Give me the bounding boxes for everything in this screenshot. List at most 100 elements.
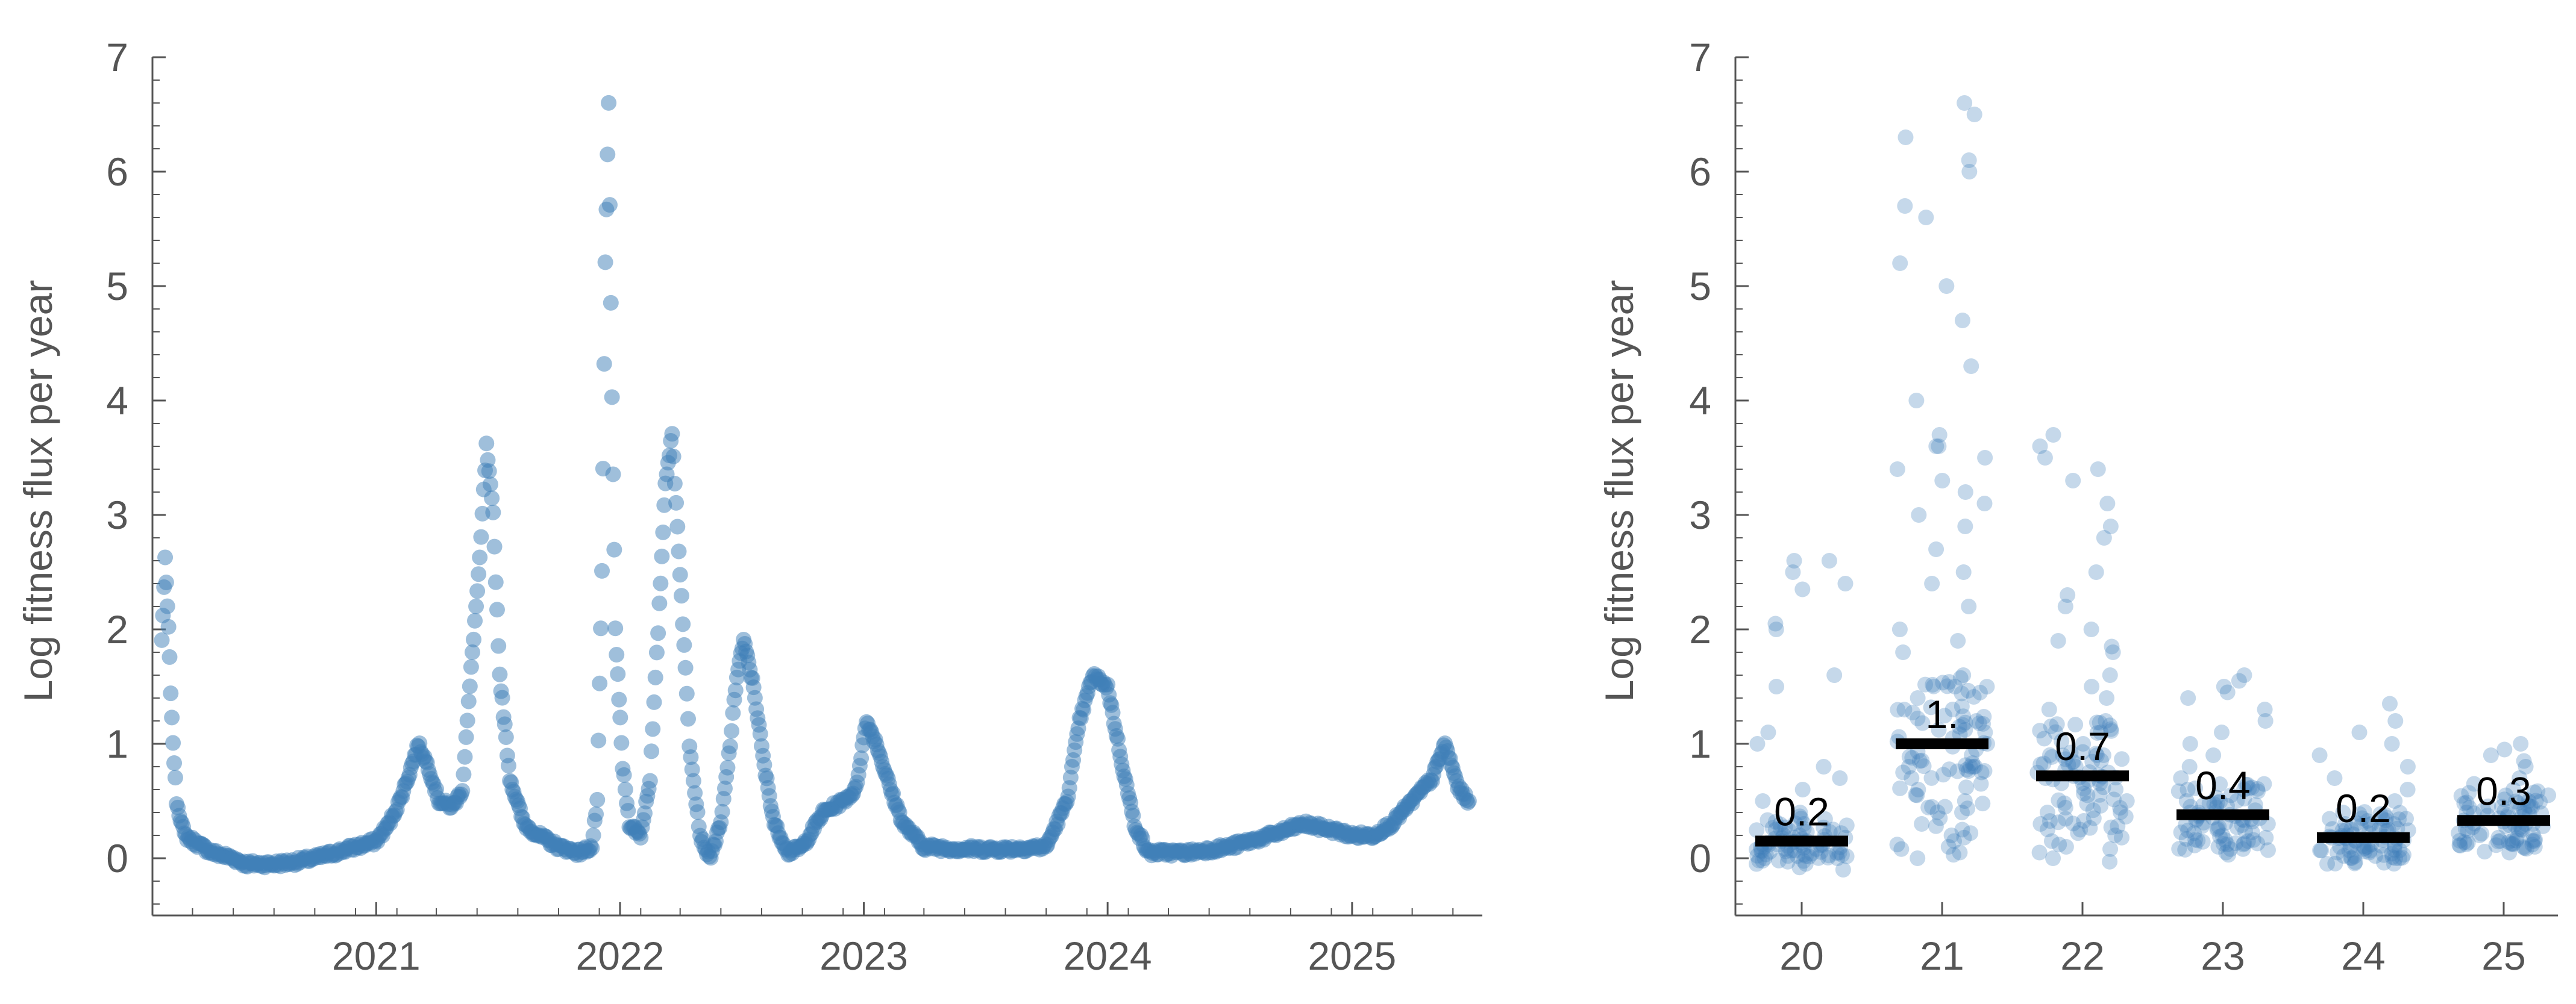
yearly-point — [1762, 844, 1778, 860]
yearly-point — [1963, 358, 1979, 374]
left-y-axis-title: Log fitness flux per year — [16, 280, 60, 702]
yearly-point — [1964, 755, 1981, 772]
time-series-point — [613, 735, 630, 751]
right-y-axis-title: Log fitness flux per year — [1597, 280, 1641, 702]
yearly-point — [1957, 95, 1973, 111]
yearly-point — [2075, 736, 2092, 752]
time-series-point — [725, 705, 741, 721]
yearly-point — [2099, 690, 2115, 706]
time-series-point — [648, 644, 665, 661]
yearly-point — [2477, 843, 2493, 859]
time-series-point — [668, 494, 685, 511]
yearly-point — [2211, 818, 2227, 835]
yearly-point — [2372, 806, 2389, 822]
time-series-point — [600, 146, 616, 163]
yearly-point — [2258, 829, 2274, 846]
yearly-point — [1955, 564, 1972, 580]
yearly-point — [2067, 717, 2084, 733]
yearly-point — [1908, 393, 1925, 408]
yearly-point — [1935, 675, 1951, 691]
yearly-point — [1925, 676, 1941, 693]
yearly-point — [1792, 805, 1808, 820]
yearly-point — [2516, 753, 2532, 769]
yearly-point — [1749, 822, 1765, 838]
yearly-point — [2466, 776, 2482, 792]
yearly-point — [2343, 850, 2359, 866]
yearly-point — [2235, 841, 2251, 857]
yearly-point — [2363, 816, 2380, 832]
yearly-point — [1975, 716, 1991, 732]
time-series-point — [650, 625, 666, 641]
yearly-point — [1777, 819, 1793, 835]
time-series-point — [164, 709, 180, 726]
yearly-point — [1972, 684, 1988, 700]
yearly-point — [2212, 776, 2228, 793]
yearly-point — [2043, 718, 2059, 734]
yearly-point — [1941, 674, 1957, 690]
time-series-point — [157, 549, 174, 566]
yearly-point — [1952, 844, 1968, 861]
yearly-point — [2103, 819, 2119, 835]
yearly-point — [2352, 818, 2369, 834]
yearly-point — [1793, 811, 1809, 827]
yearly-point — [1794, 782, 1811, 797]
left-x-tick-label: 2023 — [819, 934, 908, 978]
yearly-point — [1928, 541, 1945, 557]
time-series-point — [683, 749, 699, 765]
yearly-point — [2378, 809, 2394, 826]
yearly-point — [2391, 811, 2407, 828]
time-series-point — [482, 476, 498, 493]
time-series-point — [644, 743, 660, 759]
time-series-point — [664, 426, 680, 442]
yearly-point — [2521, 793, 2537, 809]
time-series-point — [158, 575, 174, 591]
yearly-point — [2530, 783, 2546, 799]
yearly-point — [2516, 839, 2532, 855]
median-labels: 0.2 1. 0.7 0.4 0.2 0.3 — [1774, 692, 2531, 834]
yearly-point — [2065, 815, 2081, 832]
time-series-point — [611, 691, 627, 708]
time-series-point — [747, 690, 763, 706]
yearly-point — [2037, 450, 2053, 466]
yearly-point — [2058, 839, 2074, 855]
time-series-point — [677, 659, 694, 676]
yearly-point — [2050, 814, 2066, 831]
yearly-point — [2514, 822, 2530, 838]
time-series-point — [719, 759, 736, 776]
yearly-point — [1754, 843, 1770, 859]
yearly-point — [2223, 787, 2239, 803]
yearly-point — [2505, 782, 2522, 797]
yearly-point — [2186, 825, 2202, 841]
yearly-point — [2045, 427, 2061, 443]
yearly-point — [1976, 496, 1993, 511]
time-series-point — [486, 538, 503, 555]
left-x-tick-labels: 2021 2022 2023 2024 2025 — [332, 934, 1396, 978]
time-series-point — [666, 476, 683, 492]
yearly-point — [1931, 438, 1947, 454]
yearly-point — [2377, 806, 2393, 823]
yearly-point — [2257, 713, 2274, 729]
yearly-point — [2532, 794, 2548, 810]
time-series-point — [463, 659, 479, 675]
yearly-point — [2460, 823, 2476, 839]
time-series-point — [675, 616, 691, 632]
time-series-point — [597, 254, 613, 270]
yearly-point — [1798, 848, 1814, 864]
yearly-point — [1938, 278, 1955, 294]
time-series-point — [161, 649, 178, 665]
yearly-point — [2076, 781, 2092, 797]
yearly-point — [2496, 741, 2513, 758]
yearly-point — [2114, 751, 2130, 767]
yearly-point — [2178, 831, 2195, 847]
yearly-point — [1768, 622, 1784, 637]
yearly-point — [1796, 816, 1812, 832]
time-series-point — [459, 712, 475, 729]
time-series-point — [489, 602, 505, 618]
yearly-point — [1905, 705, 1921, 721]
yearly-point — [2088, 564, 2104, 580]
yearly-point — [1895, 764, 1911, 781]
median-label: 0.2 — [1774, 790, 1829, 834]
yearly-point — [2524, 799, 2540, 815]
yearly-point — [2480, 798, 2496, 814]
